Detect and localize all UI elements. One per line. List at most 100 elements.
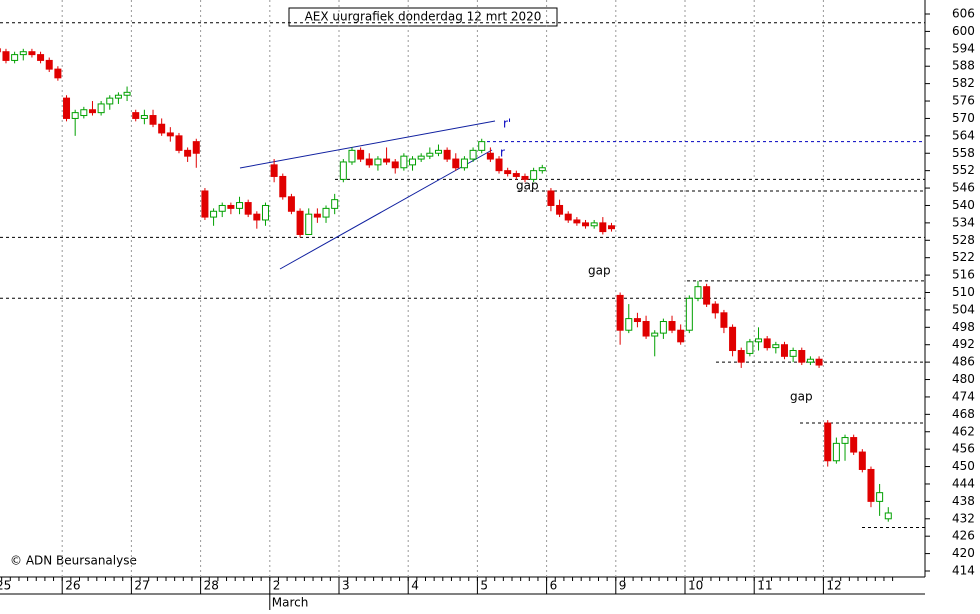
candle-body <box>55 69 61 78</box>
candle-body <box>479 142 485 151</box>
candle-body <box>557 205 563 214</box>
candle-body <box>245 203 251 215</box>
y-tick-label: 474 <box>952 389 975 403</box>
x-tick-label: 4 <box>411 579 419 593</box>
candle-body <box>375 159 381 165</box>
candle-body <box>652 333 658 336</box>
y-tick-label: 534 <box>952 215 975 229</box>
x-tick-label: 10 <box>688 579 703 593</box>
annotation: r' <box>503 117 511 131</box>
x-tick-label: 27 <box>134 579 149 593</box>
candle-body <box>12 55 18 61</box>
candle-body <box>591 223 597 226</box>
candle-body <box>842 438 848 444</box>
y-tick-label: 504 <box>952 302 975 316</box>
y-tick-label: 486 <box>952 355 975 369</box>
y-tick-label: 606 <box>952 7 975 21</box>
y-tick-label: 462 <box>952 424 975 438</box>
candle-body <box>678 330 684 342</box>
candle-body <box>435 150 441 153</box>
y-tick-label: 522 <box>952 250 975 264</box>
candle-body <box>868 469 874 501</box>
candle-body <box>306 214 312 234</box>
candle-body <box>548 191 554 206</box>
candle-body <box>72 113 78 119</box>
candle-body <box>686 298 692 330</box>
y-tick-label: 450 <box>952 459 975 473</box>
y-tick-label: 552 <box>952 163 975 177</box>
candle-body <box>81 110 87 116</box>
y-tick-label: 456 <box>952 442 975 456</box>
candle-body <box>583 223 589 226</box>
candle-body <box>565 214 571 220</box>
x-tick-label: 12 <box>826 579 841 593</box>
candle-body <box>833 443 839 460</box>
candle-body <box>401 156 407 168</box>
annotation: gap <box>516 179 539 193</box>
y-tick-label: 594 <box>952 41 975 55</box>
y-tick-label: 600 <box>952 24 975 38</box>
y-tick-label: 498 <box>952 320 975 334</box>
candle-body <box>340 162 346 179</box>
candle-body <box>392 162 398 168</box>
candle-body <box>38 55 44 61</box>
y-tick-label: 414 <box>952 564 975 578</box>
candle-body <box>185 150 191 156</box>
candle-body <box>202 191 208 217</box>
candle-body <box>20 52 26 55</box>
annotation: r <box>500 146 505 160</box>
y-tick-label: 516 <box>952 268 975 282</box>
candle-body <box>574 220 580 223</box>
candle-body <box>159 124 165 133</box>
y-tick-label: 468 <box>952 407 975 421</box>
candle-body <box>816 359 822 365</box>
y-tick-label: 570 <box>952 111 975 125</box>
candle-body <box>427 153 433 156</box>
annotation: gap <box>790 390 813 404</box>
candle-body <box>219 205 225 211</box>
x-sublabel: March <box>272 596 309 610</box>
candle-body <box>323 208 329 217</box>
candle-body <box>3 52 9 61</box>
candle-body <box>237 203 243 209</box>
candle-body <box>141 116 147 119</box>
credit: © ADN Beursanalyse <box>10 554 137 568</box>
candle-body <box>496 159 502 171</box>
candle-body <box>211 211 217 217</box>
y-tick-label: 528 <box>952 233 975 247</box>
candle-body <box>228 205 234 208</box>
candle-body <box>384 159 390 162</box>
y-tick-label: 432 <box>952 511 975 525</box>
y-tick-label: 492 <box>952 337 975 351</box>
x-tick-label: 9 <box>619 579 627 593</box>
candle-body <box>297 211 303 234</box>
y-tick-label: 438 <box>952 494 975 508</box>
x-tick-label: 3 <box>342 579 350 593</box>
candle-body <box>851 438 857 453</box>
candle-body <box>254 214 260 220</box>
candle-body <box>807 359 813 362</box>
candle-body <box>773 345 779 348</box>
candle-body <box>358 150 364 159</box>
candle-body <box>799 351 805 363</box>
annotation: gap <box>588 264 611 278</box>
candle-body <box>660 322 666 334</box>
candle-body <box>608 226 614 229</box>
candle-body <box>29 52 35 55</box>
y-tick-label: 564 <box>952 128 975 142</box>
candle-body <box>730 327 736 350</box>
candle-body <box>617 295 623 330</box>
candle-body <box>859 452 865 469</box>
candle-body <box>695 287 701 299</box>
candle-body <box>505 171 511 174</box>
candle-body <box>643 322 649 337</box>
candle-body <box>885 513 891 519</box>
x-tick-label: 11 <box>757 579 772 593</box>
candle-body <box>280 176 286 196</box>
x-tick-label: 6 <box>550 579 558 593</box>
candle-body <box>410 159 416 165</box>
candle-body <box>747 342 753 354</box>
candle-body <box>332 200 338 209</box>
